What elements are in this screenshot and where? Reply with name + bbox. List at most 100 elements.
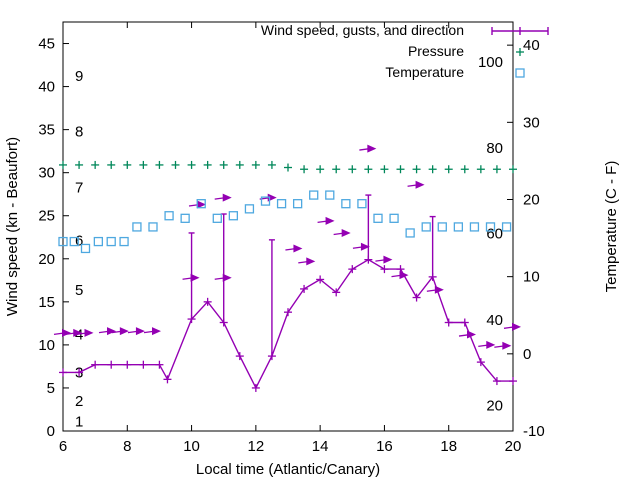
wind-direction-arrow-icon xyxy=(407,180,425,189)
wind-direction-arrow-icon xyxy=(111,327,129,336)
temperature-marker xyxy=(196,199,206,209)
y-axis-title: Wind speed (kn - Beaufort) xyxy=(4,137,21,316)
y2-axis-title: Temperature (C - F) xyxy=(603,161,620,293)
beaufort-label-4: 4 xyxy=(75,327,83,344)
y2-tick-label: 10 xyxy=(523,269,540,286)
temperature-marker xyxy=(501,222,512,232)
beaufort-label-6: 6 xyxy=(75,233,83,250)
temperature-marker xyxy=(93,236,104,247)
wind-direction-arrow-icon xyxy=(143,327,161,336)
temperature-marker xyxy=(180,213,190,223)
temperature-marker xyxy=(309,190,319,200)
temperature-marker xyxy=(421,222,431,232)
temperature-marker xyxy=(69,236,79,247)
legend-label-1: Pressure xyxy=(408,43,464,59)
legend-label-0: Wind speed, gusts, and direction xyxy=(261,22,464,38)
temperature-marker xyxy=(341,199,351,209)
y-tick-label: 20 xyxy=(38,251,55,268)
x-tick-label: 8 xyxy=(123,438,131,455)
wind-direction-arrow-icon xyxy=(285,244,303,253)
temperature-marker xyxy=(373,213,383,223)
y2-tick-label: -10 xyxy=(523,423,545,440)
x-tick-label: 18 xyxy=(440,438,457,455)
temperature-marker xyxy=(325,190,335,200)
wind-direction-arrow-icon xyxy=(53,328,71,337)
fahrenheit-label-80: 80 xyxy=(486,140,503,157)
plot-frame xyxy=(62,21,514,432)
temperature-marker xyxy=(485,222,496,232)
y-tick-label: 30 xyxy=(38,165,55,182)
wind-direction-arrow-icon xyxy=(375,255,393,264)
wind-direction-arrow-icon xyxy=(298,257,316,266)
wind-direction-arrow-icon xyxy=(182,273,200,282)
wind-direction-arrow-icon xyxy=(76,328,94,337)
wind-direction-arrow-icon xyxy=(494,341,512,350)
x-tick-label: 12 xyxy=(248,438,265,455)
wind-direction-arrow-icon xyxy=(127,327,145,336)
beaufort-label-8: 8 xyxy=(75,123,83,140)
wind-speed-line xyxy=(63,258,513,390)
temperature-marker xyxy=(164,211,174,221)
temperature-marker xyxy=(276,199,287,209)
temperature-marker xyxy=(228,211,239,221)
wind-direction-arrow-icon xyxy=(98,327,116,336)
beaufort-label-1: 1 xyxy=(75,414,83,431)
x-tick-label: 10 xyxy=(183,438,200,455)
x-tick-label: 6 xyxy=(59,438,67,455)
x-tick-label: 16 xyxy=(376,438,393,455)
temperature-marker xyxy=(469,222,480,232)
temperature-marker xyxy=(58,236,68,247)
x-axis-title: Local time (Atlantic/Canary) xyxy=(196,461,380,478)
temperature-marker xyxy=(119,236,129,247)
wind-direction-arrow-icon xyxy=(333,228,351,237)
wind-direction-arrow-icon xyxy=(317,216,335,225)
wind-direction-arrow-icon xyxy=(188,200,206,209)
legend-label-2: Temperature xyxy=(385,64,464,80)
temperature-marker xyxy=(212,213,222,223)
temperature-marker xyxy=(437,222,447,232)
y-tick-label: 0 xyxy=(47,423,55,440)
y2-tick-label: 40 xyxy=(523,37,540,54)
fahrenheit-label-20: 20 xyxy=(486,398,503,415)
fahrenheit-label-100: 100 xyxy=(478,54,503,71)
temperature-marker xyxy=(244,204,255,214)
wind-direction-arrow-icon xyxy=(478,340,496,349)
legend-symbol-temperature xyxy=(515,68,525,78)
y-tick-label: 15 xyxy=(38,294,55,311)
wind-direction-arrow-icon xyxy=(503,322,521,331)
beaufort-label-5: 5 xyxy=(75,282,83,299)
wind-direction-arrow-icon xyxy=(214,273,232,282)
wind-direction-arrow-icon xyxy=(214,193,232,202)
beaufort-label-7: 7 xyxy=(75,179,83,196)
y-tick-label: 40 xyxy=(38,79,55,96)
temperature-marker xyxy=(80,243,91,254)
y-tick-label: 10 xyxy=(38,337,55,354)
y-tick-label: 45 xyxy=(38,36,55,53)
y-tick-label: 35 xyxy=(38,122,55,139)
temperature-marker xyxy=(357,199,367,209)
wind-direction-arrow-icon xyxy=(458,330,476,339)
y2-tick-label: 30 xyxy=(523,114,540,131)
y-tick-label: 5 xyxy=(47,380,55,397)
temperature-marker xyxy=(292,199,303,209)
temperature-marker xyxy=(453,222,464,232)
y2-tick-label: 20 xyxy=(523,191,540,208)
wind-direction-arrow-icon xyxy=(352,242,370,251)
x-tick-label: 20 xyxy=(505,438,522,455)
wind-direction-arrow-icon xyxy=(426,285,444,294)
y2-tick-label: 0 xyxy=(523,346,531,363)
beaufort-label-9: 9 xyxy=(75,68,83,85)
temperature-marker xyxy=(389,213,399,223)
y-tick-label: 25 xyxy=(38,208,55,225)
fahrenheit-label-40: 40 xyxy=(486,312,503,329)
wind-direction-arrow-icon xyxy=(359,144,377,153)
temperature-marker xyxy=(148,222,158,232)
wind-direction-arrow-icon xyxy=(391,271,409,280)
temperature-marker xyxy=(260,196,271,206)
fahrenheit-label-60: 60 xyxy=(486,225,503,242)
temperature-marker xyxy=(405,228,415,238)
temperature-marker xyxy=(106,236,116,247)
beaufort-label-2: 2 xyxy=(75,393,83,410)
